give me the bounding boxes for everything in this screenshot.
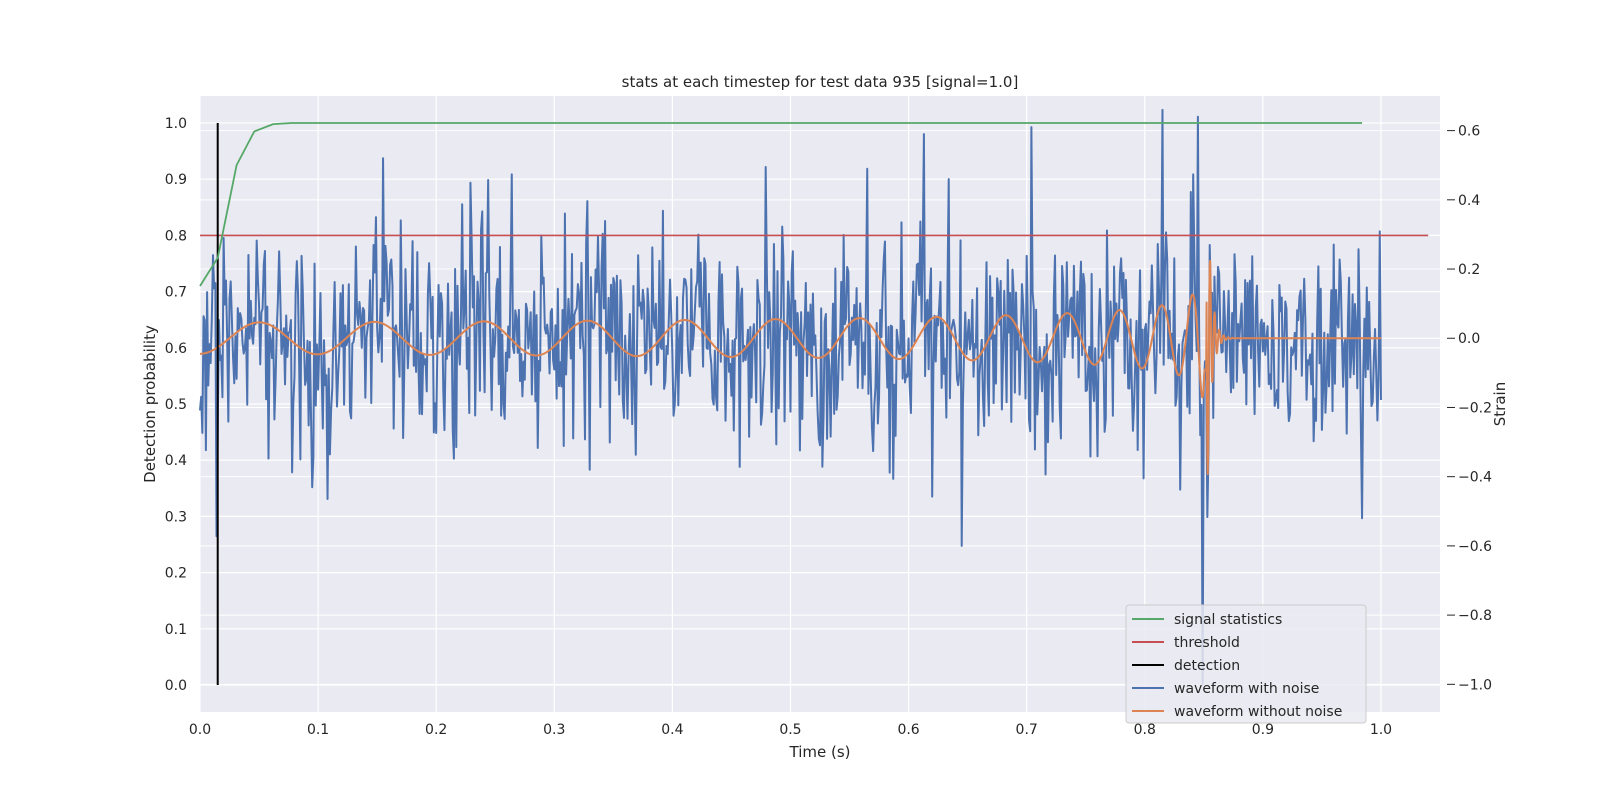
x-tick-label: 0.2 — [425, 722, 447, 738]
y-tick-label: 0.0 — [165, 678, 187, 694]
series-layer — [199, 108, 1429, 686]
legend-label: waveform without noise — [1174, 704, 1342, 720]
x-tick-label: 0.9 — [1252, 722, 1274, 738]
legend-label: threshold — [1174, 635, 1240, 651]
y2-tick-label: −0.4 — [1458, 470, 1492, 486]
legend: signal statistics threshold detection wavef… — [1125, 604, 1367, 724]
x-tick-label: 0.6 — [897, 722, 919, 738]
legend-box — [1125, 604, 1367, 724]
series-line-waveform-without-noise — [199, 259, 1382, 476]
series-line-waveform-with-noise — [199, 108, 1382, 686]
y2-tick-label: −0.2 — [1458, 400, 1492, 416]
y2-tick-label: −1.0 — [1458, 677, 1492, 693]
y-tick-label: 0.1 — [165, 622, 187, 638]
y-axis-title: Detection probability — [141, 325, 159, 483]
y-tick-label: 0.9 — [165, 172, 187, 188]
y-tick-label: 1.0 — [165, 116, 187, 132]
y2-tick-label: −0.8 — [1458, 608, 1492, 624]
x-axis-title: Time (s) — [789, 743, 851, 761]
chart-title: stats at each timestep for test data 935… — [622, 73, 1019, 91]
x-tick-label: 0.0 — [189, 722, 211, 738]
y2-tick-label: 0.6 — [1458, 124, 1480, 140]
y2-tick-label: −0.6 — [1458, 539, 1492, 555]
y-tick-label: 0.4 — [165, 453, 187, 469]
x-tick-label: 0.8 — [1134, 722, 1156, 738]
y2-tick-label: 0.2 — [1458, 262, 1480, 278]
y2-axis-title: Strain — [1491, 382, 1509, 426]
x-tick-label: 0.5 — [779, 722, 801, 738]
y-tick-label: 0.7 — [165, 285, 187, 301]
series-line-signal-statistics — [199, 122, 1363, 287]
x-tick-label: 0.1 — [307, 722, 329, 738]
axes-layer: 0.0 0.1 0.2 0.3 0.4 0.5 0.6 0.7 0.8 0.9 1.0 0.0 0.1 0… — [165, 116, 1492, 738]
y-tick-label: 0.2 — [165, 566, 187, 582]
y2-tick-label: 0.0 — [1458, 331, 1480, 347]
x-tick-label: 0.4 — [661, 722, 683, 738]
x-tick-label: 0.3 — [543, 722, 565, 738]
x-tick-label: 1.0 — [1370, 722, 1392, 738]
y-tick-label: 0.6 — [165, 341, 187, 357]
y-tick-label: 0.3 — [165, 509, 187, 525]
y-tick-label: 0.5 — [165, 397, 187, 413]
y2-tick-label: 0.4 — [1458, 193, 1480, 209]
x-tick-label: 0.7 — [1016, 722, 1038, 738]
legend-label: signal statistics — [1174, 612, 1282, 628]
legend-label: detection — [1174, 658, 1240, 674]
legend-label: waveform with noise — [1174, 681, 1319, 697]
y-tick-label: 0.8 — [165, 228, 187, 244]
